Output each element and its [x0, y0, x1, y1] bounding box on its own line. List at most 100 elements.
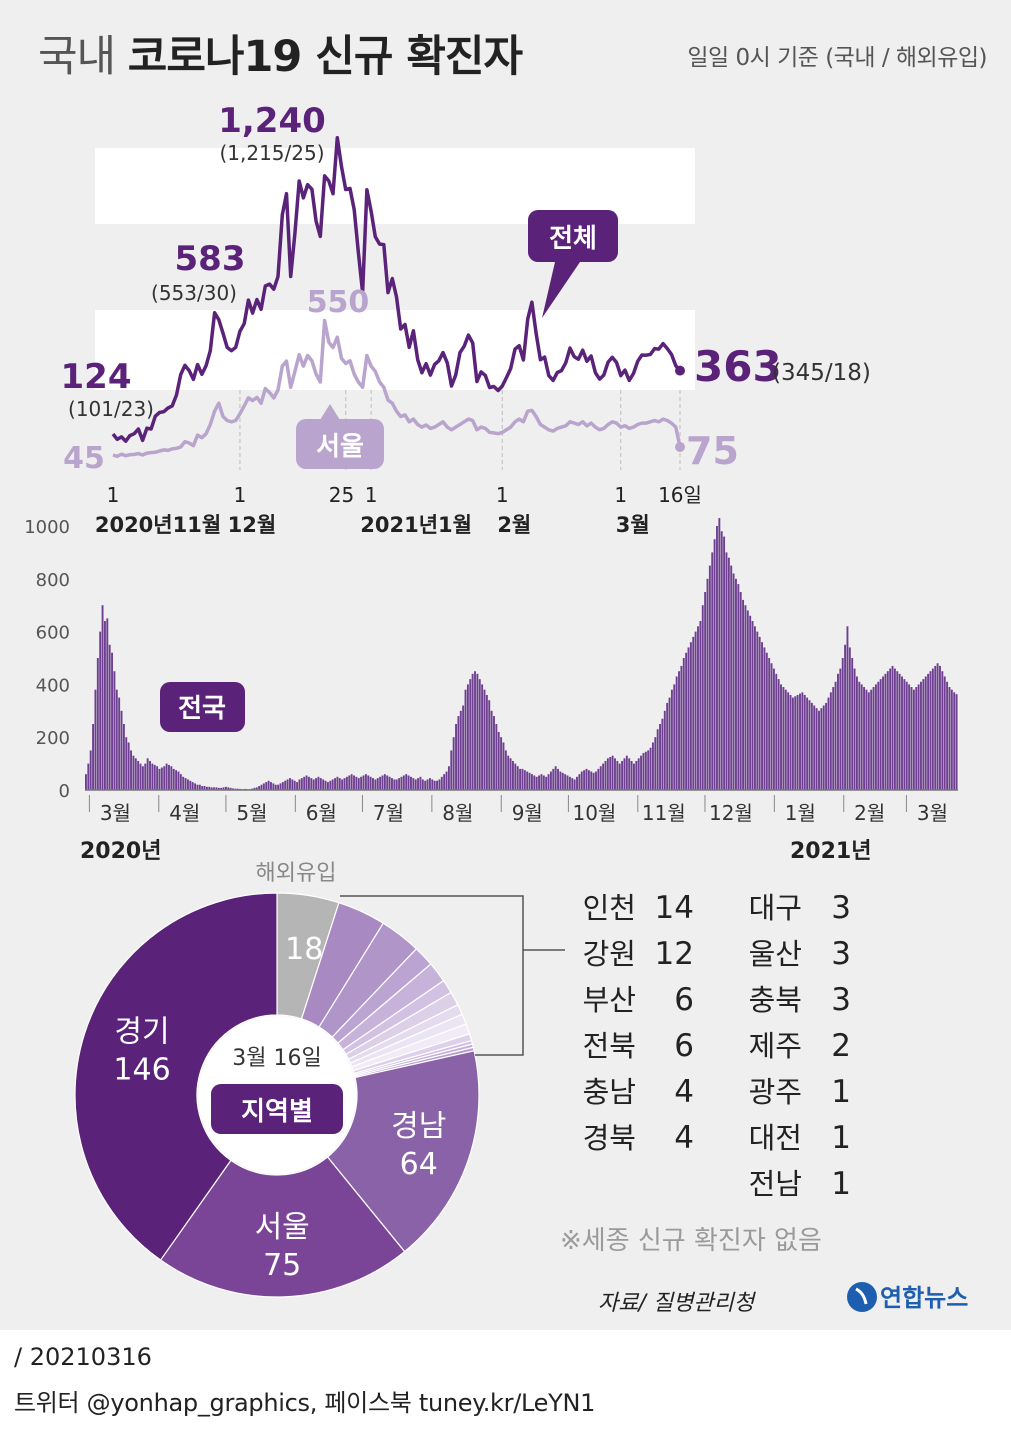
bar [445, 771, 448, 790]
bar [799, 693, 801, 790]
bar [908, 684, 911, 790]
dec1-label: 583 [175, 239, 246, 279]
bar [260, 784, 263, 790]
bar [687, 647, 690, 790]
bar-xtick: 3월 [917, 801, 948, 825]
bar [545, 776, 548, 790]
bar [896, 671, 899, 790]
bar [616, 760, 619, 790]
bar [877, 681, 880, 790]
bar [478, 679, 481, 790]
bar [284, 780, 287, 790]
line-xtick-day: 1 [365, 483, 378, 507]
bar-xtick: 11월 [642, 801, 686, 825]
bar [134, 758, 137, 790]
seoul-peak-label: 550 [307, 285, 370, 320]
bar-ytick: 400 [36, 675, 70, 696]
region-value: 14 [655, 890, 694, 926]
nov1-label: 124 [61, 357, 132, 397]
bar [820, 708, 823, 790]
bar [507, 755, 510, 790]
bar [901, 676, 903, 790]
bar [725, 552, 728, 790]
bar-ytick: 600 [36, 623, 70, 644]
tag-total-pointer [542, 262, 580, 318]
source: 자료/ 질병관리청 [598, 1291, 757, 1316]
bar [777, 679, 780, 790]
bar [837, 673, 839, 790]
region-name: 충남 [583, 1075, 636, 1109]
bar [348, 775, 351, 790]
bar [772, 668, 775, 790]
bar [289, 778, 291, 790]
bar [372, 778, 374, 790]
bar [414, 779, 417, 790]
bar [481, 684, 484, 790]
bar [310, 778, 313, 790]
bar [388, 776, 391, 790]
bar [680, 665, 683, 790]
bar-xtick: 5월 [236, 801, 267, 825]
bar [846, 626, 849, 790]
donut-title: 지역별 [241, 1097, 313, 1127]
bar [844, 644, 847, 790]
bar [198, 784, 201, 790]
bar [633, 763, 635, 790]
region-name: 경북 [583, 1121, 636, 1155]
bar-xtick: 1월 [785, 801, 816, 825]
bar [182, 776, 185, 790]
slice-name: 경남 [391, 1109, 446, 1144]
bar [934, 665, 937, 790]
region-name: 전남 [749, 1167, 802, 1201]
bar [329, 780, 332, 790]
bar [514, 763, 517, 790]
bar [528, 772, 531, 790]
bar [412, 778, 415, 790]
bar [720, 531, 723, 790]
bar [884, 673, 887, 790]
overseas-label: 해외유입 [256, 861, 337, 886]
bar [431, 779, 434, 790]
bar [92, 724, 95, 790]
bar [666, 702, 669, 790]
overseas-value: 18 [285, 932, 323, 967]
region-value: 4 [674, 1120, 694, 1156]
bar [585, 768, 588, 790]
bar [516, 766, 519, 790]
bar [867, 692, 870, 790]
peak-detail: (1,215/25) [219, 141, 324, 165]
slice-value: 64 [400, 1147, 438, 1182]
bar [614, 758, 616, 790]
tag-total-box [528, 210, 618, 262]
bar [851, 658, 854, 790]
bar [682, 658, 685, 790]
seoul-start-label: 45 [63, 441, 105, 476]
bar [784, 689, 787, 790]
bar [132, 755, 135, 790]
bar [694, 631, 697, 790]
bar [265, 782, 268, 790]
line-xtick-month: 2월 [497, 513, 531, 537]
region-name: 충북 [749, 983, 802, 1017]
bar [227, 787, 230, 790]
bar [749, 615, 752, 790]
bar [905, 681, 908, 790]
bar [96, 658, 99, 790]
bar [929, 671, 932, 790]
bar [943, 676, 946, 790]
slice-value: 146 [113, 1053, 170, 1088]
bar [806, 697, 809, 790]
bar [744, 605, 747, 790]
bar [763, 647, 766, 790]
bar [205, 786, 208, 790]
bar [113, 671, 116, 790]
bar [858, 681, 861, 790]
footer-sns: 트위터 @yonhap_graphics, 페이스북 tuney.kr/LeYN… [14, 1389, 596, 1417]
bar [775, 673, 778, 790]
bar [324, 780, 327, 790]
bar [187, 779, 189, 790]
bar [647, 750, 650, 790]
bar [818, 710, 820, 790]
bar [576, 776, 578, 790]
bar [210, 787, 213, 790]
